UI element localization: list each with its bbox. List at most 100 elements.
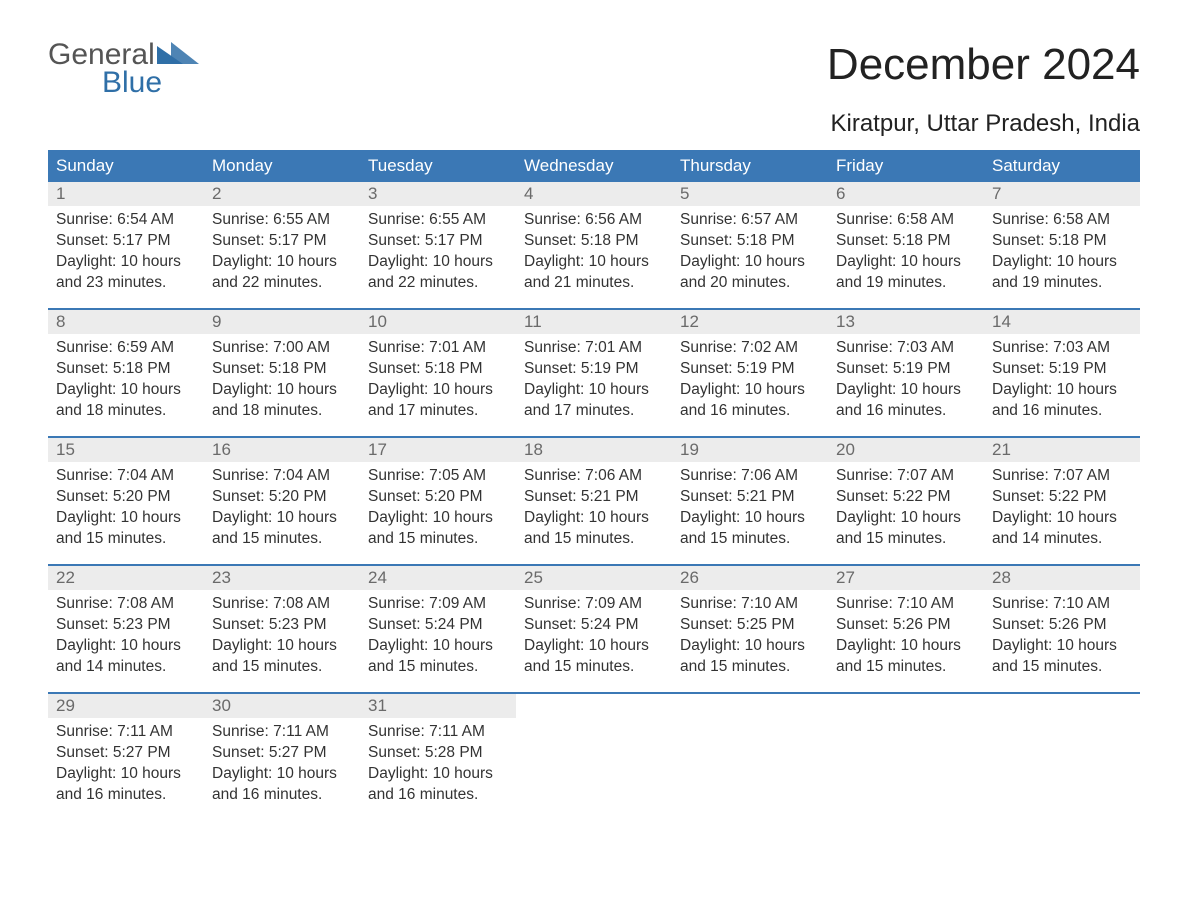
cell-sunset: Sunset: 5:20 PM	[212, 487, 352, 508]
cell-body: Sunrise: 7:08 AMSunset: 5:23 PMDaylight:…	[48, 590, 204, 678]
cell-sunset: Sunset: 5:22 PM	[992, 487, 1132, 508]
calendar-cell: 4Sunrise: 6:56 AMSunset: 5:18 PMDaylight…	[516, 182, 672, 308]
day-header: Saturday	[984, 150, 1140, 182]
calendar-cell: 9Sunrise: 7:00 AMSunset: 5:18 PMDaylight…	[204, 310, 360, 436]
cell-sunrise: Sunrise: 7:03 AM	[836, 338, 976, 359]
cell-sunrise: Sunrise: 7:00 AM	[212, 338, 352, 359]
cell-dl2: and 18 minutes.	[56, 401, 196, 422]
cell-dl1: Daylight: 10 hours	[56, 636, 196, 657]
daynum-bar: 8	[48, 310, 204, 334]
cell-dl2: and 19 minutes.	[836, 273, 976, 294]
calendar-cell	[672, 694, 828, 820]
day-number: 29	[48, 694, 204, 718]
daynum-bar: 7	[984, 182, 1140, 206]
daynum-bar: 24	[360, 566, 516, 590]
cell-sunset: Sunset: 5:25 PM	[680, 615, 820, 636]
day-number: 11	[516, 310, 672, 334]
day-number: 21	[984, 438, 1140, 462]
cell-body: Sunrise: 7:09 AMSunset: 5:24 PMDaylight:…	[360, 590, 516, 678]
cell-sunset: Sunset: 5:17 PM	[368, 231, 508, 252]
calendar-cell: 20Sunrise: 7:07 AMSunset: 5:22 PMDayligh…	[828, 438, 984, 564]
cell-body: Sunrise: 6:59 AMSunset: 5:18 PMDaylight:…	[48, 334, 204, 422]
day-number: 18	[516, 438, 672, 462]
day-number: 19	[672, 438, 828, 462]
logo-text-blue: Blue	[48, 68, 199, 98]
cell-dl1: Daylight: 10 hours	[368, 764, 508, 785]
cell-dl1: Daylight: 10 hours	[680, 380, 820, 401]
cell-dl2: and 22 minutes.	[212, 273, 352, 294]
cell-sunset: Sunset: 5:18 PM	[56, 359, 196, 380]
cell-sunset: Sunset: 5:20 PM	[56, 487, 196, 508]
calendar-cell: 6Sunrise: 6:58 AMSunset: 5:18 PMDaylight…	[828, 182, 984, 308]
cell-sunrise: Sunrise: 7:01 AM	[524, 338, 664, 359]
cell-sunset: Sunset: 5:23 PM	[56, 615, 196, 636]
cell-dl1: Daylight: 10 hours	[212, 764, 352, 785]
daynum-bar: 5	[672, 182, 828, 206]
day-number: 13	[828, 310, 984, 334]
daynum-bar: 16	[204, 438, 360, 462]
cell-sunset: Sunset: 5:27 PM	[56, 743, 196, 764]
cell-body: Sunrise: 7:06 AMSunset: 5:21 PMDaylight:…	[672, 462, 828, 550]
calendar-cell	[828, 694, 984, 820]
cell-sunset: Sunset: 5:18 PM	[524, 231, 664, 252]
week-row: 15Sunrise: 7:04 AMSunset: 5:20 PMDayligh…	[48, 436, 1140, 564]
day-number: 16	[204, 438, 360, 462]
day-number: 30	[204, 694, 360, 718]
day-header: Wednesday	[516, 150, 672, 182]
cell-sunrise: Sunrise: 7:06 AM	[524, 466, 664, 487]
calendar-cell: 14Sunrise: 7:03 AMSunset: 5:19 PMDayligh…	[984, 310, 1140, 436]
cell-body: Sunrise: 7:00 AMSunset: 5:18 PMDaylight:…	[204, 334, 360, 422]
cell-dl2: and 15 minutes.	[992, 657, 1132, 678]
daynum-bar: 3	[360, 182, 516, 206]
cell-dl1: Daylight: 10 hours	[992, 380, 1132, 401]
cell-sunrise: Sunrise: 7:01 AM	[368, 338, 508, 359]
calendar-cell: 11Sunrise: 7:01 AMSunset: 5:19 PMDayligh…	[516, 310, 672, 436]
calendar-cell: 29Sunrise: 7:11 AMSunset: 5:27 PMDayligh…	[48, 694, 204, 820]
cell-body: Sunrise: 6:55 AMSunset: 5:17 PMDaylight:…	[204, 206, 360, 294]
cell-dl1: Daylight: 10 hours	[992, 508, 1132, 529]
cell-sunset: Sunset: 5:18 PM	[212, 359, 352, 380]
cell-dl2: and 16 minutes.	[56, 785, 196, 806]
day-number: 1	[48, 182, 204, 206]
cell-sunrise: Sunrise: 6:56 AM	[524, 210, 664, 231]
cell-sunset: Sunset: 5:28 PM	[368, 743, 508, 764]
calendar-cell: 25Sunrise: 7:09 AMSunset: 5:24 PMDayligh…	[516, 566, 672, 692]
day-number: 26	[672, 566, 828, 590]
cell-sunrise: Sunrise: 7:06 AM	[680, 466, 820, 487]
cell-sunrise: Sunrise: 7:10 AM	[992, 594, 1132, 615]
cell-dl1: Daylight: 10 hours	[56, 764, 196, 785]
day-number: 24	[360, 566, 516, 590]
daynum-bar: 25	[516, 566, 672, 590]
cell-sunrise: Sunrise: 7:05 AM	[368, 466, 508, 487]
cell-dl2: and 15 minutes.	[56, 529, 196, 550]
calendar-cell: 21Sunrise: 7:07 AMSunset: 5:22 PMDayligh…	[984, 438, 1140, 564]
daynum-bar: 27	[828, 566, 984, 590]
cell-body: Sunrise: 6:56 AMSunset: 5:18 PMDaylight:…	[516, 206, 672, 294]
cell-dl2: and 15 minutes.	[524, 529, 664, 550]
cell-sunrise: Sunrise: 7:10 AM	[836, 594, 976, 615]
calendar-cell: 30Sunrise: 7:11 AMSunset: 5:27 PMDayligh…	[204, 694, 360, 820]
cell-sunset: Sunset: 5:21 PM	[680, 487, 820, 508]
week-row: 22Sunrise: 7:08 AMSunset: 5:23 PMDayligh…	[48, 564, 1140, 692]
cell-dl2: and 15 minutes.	[212, 529, 352, 550]
cell-sunset: Sunset: 5:22 PM	[836, 487, 976, 508]
daynum-bar: 20	[828, 438, 984, 462]
day-header-row: SundayMondayTuesdayWednesdayThursdayFrid…	[48, 150, 1140, 182]
cell-sunset: Sunset: 5:19 PM	[680, 359, 820, 380]
daynum-bar: 10	[360, 310, 516, 334]
daynum-bar: 4	[516, 182, 672, 206]
calendar-cell: 7Sunrise: 6:58 AMSunset: 5:18 PMDaylight…	[984, 182, 1140, 308]
daynum-bar: 12	[672, 310, 828, 334]
cell-sunset: Sunset: 5:17 PM	[212, 231, 352, 252]
cell-sunrise: Sunrise: 7:10 AM	[680, 594, 820, 615]
daynum-bar: 30	[204, 694, 360, 718]
cell-sunset: Sunset: 5:18 PM	[368, 359, 508, 380]
calendar-cell: 1Sunrise: 6:54 AMSunset: 5:17 PMDaylight…	[48, 182, 204, 308]
cell-dl1: Daylight: 10 hours	[368, 508, 508, 529]
daynum-bar: 2	[204, 182, 360, 206]
calendar-cell: 27Sunrise: 7:10 AMSunset: 5:26 PMDayligh…	[828, 566, 984, 692]
day-number: 9	[204, 310, 360, 334]
cell-dl2: and 15 minutes.	[368, 529, 508, 550]
cell-dl1: Daylight: 10 hours	[680, 252, 820, 273]
cell-dl1: Daylight: 10 hours	[524, 252, 664, 273]
